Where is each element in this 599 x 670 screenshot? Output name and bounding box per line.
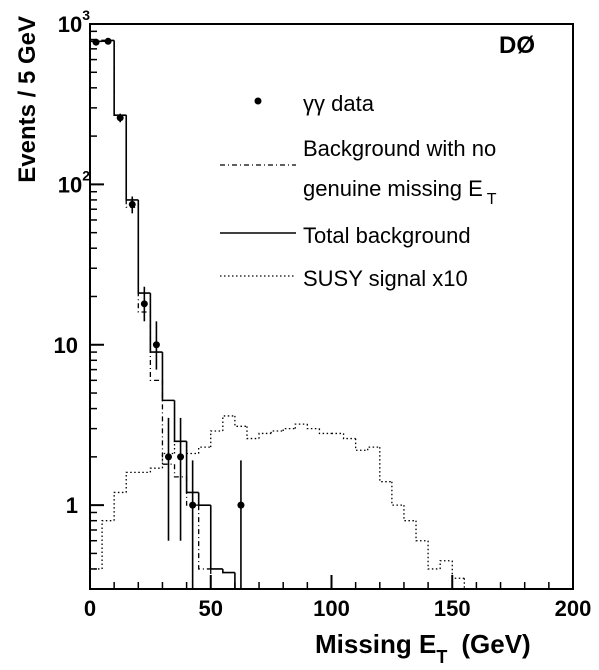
x-tick-label-1: 50 [199,596,223,621]
y-tick-label-1: 10 [54,333,78,358]
dotted-bin-6 [161,452,175,469]
dotted-bin-9 [198,446,211,454]
svg-text:Missing ET(GeV): Missing ET (GeV) [315,629,531,667]
dashdot-bin-4 [137,207,151,313]
y-tick-label-2: 102 [58,167,90,197]
dotted-bin-30 [451,560,465,579]
legend-entry-0: γγ data [254,91,375,116]
dotted-bin-10 [210,430,223,448]
dotted-bin-13 [246,426,260,440]
dotted-bin-29 [439,560,453,569]
data-point-1 [104,37,112,45]
dotted-bin-1 [101,520,115,569]
legend: γγ data Background with no genuine missing… [220,91,497,291]
dashdot-bin-5 [149,312,163,381]
y-tick-label-3: 103 [58,7,90,37]
x-tick-label-2: 100 [313,596,350,621]
dashdot-bin-6 [161,380,175,465]
dotted-bin-11 [222,415,235,431]
solid-bin-0 [89,40,103,589]
dotted-bin-22 [355,438,368,451]
solid-bin-4 [137,199,151,294]
dotted-bin-28 [427,540,441,570]
x-tick-label-4: 200 [555,596,592,621]
x-axis-title-sub: T [436,647,447,667]
legend-entry-2: Total background [220,223,471,248]
solid-bin-2 [113,40,127,116]
data-points-layer [92,37,245,589]
series-solid-histogram [89,39,236,589]
data-point-9 [237,501,245,509]
data-point-8 [189,501,197,509]
dashdot-bin-9 [198,505,211,570]
x-tick-label-0: 0 [84,596,96,621]
legend-label-0-0: γγ data [303,91,375,116]
dotted-bin-3 [125,471,139,493]
dotted-bin-0 [89,568,103,589]
dotted-bin-27 [415,520,429,542]
dashdot-bin-3 [125,115,139,208]
dotted-bin-26 [403,505,417,522]
x-axis-title: Missing ET (GeV) [315,629,531,667]
dotted-bin-14 [258,432,272,439]
axis-ticks: 0 50 100 150 200 1 10 102 103 [54,7,592,621]
legend-label-2-0: Total background [303,223,471,248]
dotted-bin-17 [294,423,308,429]
legend-marker-0 [254,97,262,105]
histogram-layer [89,39,573,590]
data-point-0 [92,38,100,46]
y-axis-title: Events / 5 GeV [14,16,41,183]
legend-label-1-0: Background with no [303,136,496,161]
data-point-2 [116,114,124,122]
data-point-3 [128,200,136,208]
dotted-bin-7 [173,440,187,454]
dashdot-bin-7 [173,464,187,478]
solid-bin-5 [149,293,163,353]
dotted-bin-21 [342,433,356,440]
solid-bin-3 [125,115,139,201]
solid-bin-6 [161,352,175,402]
solid-bin-10 [209,505,223,570]
dotted-bin-25 [391,481,404,506]
dotted-bin-2 [113,491,127,521]
solid-bin-11 [222,568,235,574]
dashdot-bin-2 [113,41,127,116]
y-tick-label-0: 1 [66,493,78,518]
data-point-5 [152,341,160,349]
dotted-bin-5 [149,467,163,473]
data-point-7 [177,453,185,461]
data-point-4 [140,300,148,308]
dashdot-bin-0 [89,40,103,589]
dotted-bin-24 [379,447,392,483]
dotted-bin-23 [367,446,380,451]
dotted-bin-19 [318,428,332,435]
dotted-bin-16 [282,427,296,431]
dotted-bin-8 [185,441,199,455]
experiment-label: DØ [499,32,535,59]
dashdot-bin-10 [210,568,223,590]
dotted-bin-31 [463,578,477,590]
series-dashdot-histogram [89,40,235,590]
dotted-bin-15 [270,430,284,434]
x-axis-title-unit: (GeV) [461,629,530,659]
solid-bin-9 [197,492,211,506]
legend-label-3-0: SUSY signal x10 [303,266,468,291]
series-dotted-histogram [89,415,573,590]
dotted-bin-12 [234,415,247,427]
x-axis-title-main: Missing E [315,629,436,659]
dotted-bin-18 [306,424,320,430]
legend-entry-3: SUSY signal x10 [220,266,468,291]
x-tick-label-3: 150 [434,596,471,621]
data-point-6 [164,453,172,461]
solid-bin-8 [185,441,199,494]
